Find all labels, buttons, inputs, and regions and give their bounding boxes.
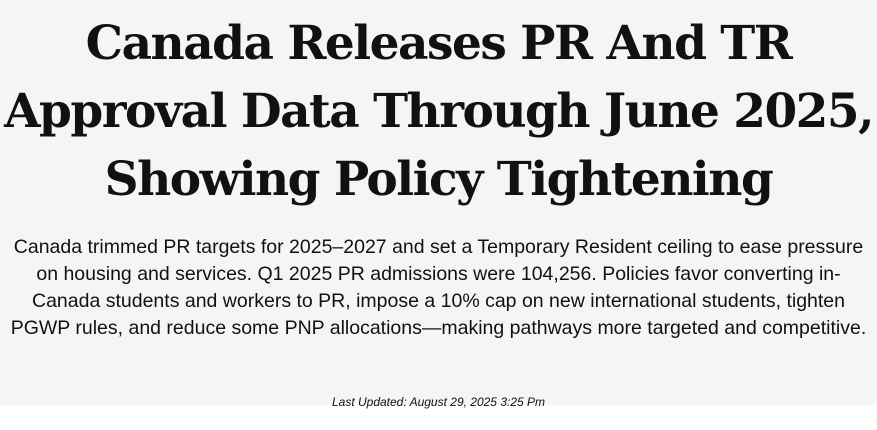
- article-summary: Canada trimmed PR targets for 2025–2027 …: [10, 236, 867, 339]
- article-header: Canada Releases PR And TR Approval Data …: [4, 16, 875, 339]
- article-headline: Canada Releases PR And TR Approval Data …: [4, 16, 874, 207]
- last-updated-timestamp: Last Updated: August 29, 2025 3:25 Pm: [331, 395, 546, 409]
